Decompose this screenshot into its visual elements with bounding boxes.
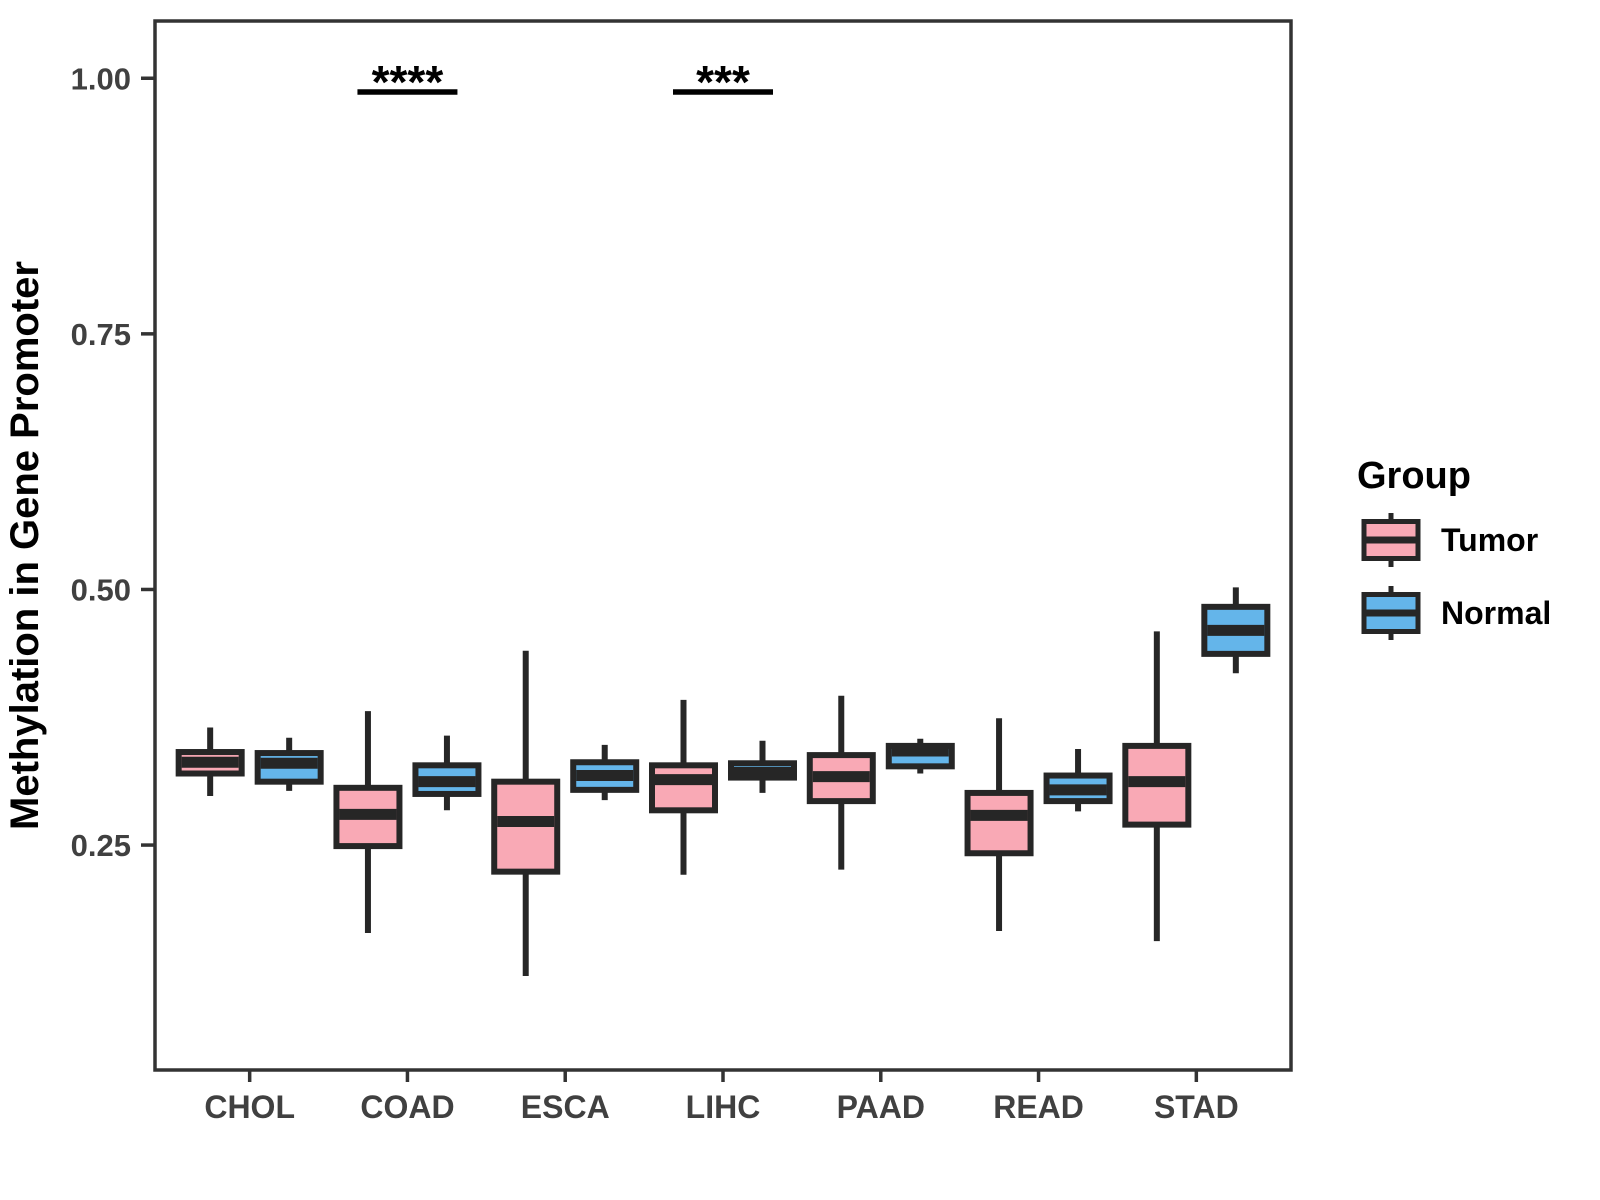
box-tumor-ESCA bbox=[491, 650, 561, 976]
box-normal-PAAD bbox=[885, 738, 955, 774]
legend-label-normal: Normal bbox=[1441, 595, 1551, 631]
significance-LIHC: *** bbox=[673, 56, 773, 108]
iqr-box bbox=[1122, 742, 1192, 828]
x-tick-label-CHOL: CHOL bbox=[204, 1089, 295, 1125]
significance-COAD: **** bbox=[357, 56, 458, 108]
boxplot-key-icon bbox=[1361, 586, 1421, 640]
box-tumor-CHOL bbox=[175, 727, 245, 796]
legend-title: Group bbox=[1357, 455, 1471, 497]
x-tick-label-PAAD: PAAD bbox=[837, 1089, 925, 1125]
x-tick-label-READ: READ bbox=[993, 1089, 1084, 1125]
x-tick-label-ESCA: ESCA bbox=[521, 1089, 610, 1125]
significance-stars: **** bbox=[372, 56, 444, 108]
box-normal-LIHC bbox=[728, 740, 797, 793]
box-tumor-COAD bbox=[333, 711, 403, 933]
x-tick-label-COAD: COAD bbox=[360, 1089, 454, 1125]
boxplot-key-icon bbox=[1361, 513, 1421, 567]
box-tumor-STAD bbox=[1122, 631, 1192, 942]
y-tick-label-0.75: 0.75 bbox=[71, 317, 131, 352]
legend: Group Tumor Normal bbox=[1357, 455, 1551, 640]
box-normal-READ bbox=[1043, 748, 1113, 812]
box-tumor-LIHC bbox=[649, 699, 718, 875]
box-tumor-READ bbox=[964, 718, 1034, 931]
box-normal-COAD bbox=[412, 735, 482, 811]
y-tick-label-1.00: 1.00 bbox=[71, 61, 131, 96]
x-tick-label-STAD: STAD bbox=[1154, 1089, 1239, 1125]
iqr-box bbox=[649, 762, 718, 814]
y-axis-title: Methylation in Gene Promoter bbox=[3, 261, 47, 830]
significance-stars: *** bbox=[696, 56, 750, 108]
iqr-box bbox=[964, 789, 1034, 857]
legend-entry-normal: Normal bbox=[1361, 586, 1551, 640]
y-tick-label-0.50: 0.50 bbox=[71, 572, 131, 607]
legend-entry-tumor: Tumor bbox=[1361, 513, 1538, 567]
legend-label-tumor: Tumor bbox=[1441, 522, 1538, 558]
box-normal-ESCA bbox=[570, 744, 640, 801]
box-normal-CHOL bbox=[254, 737, 324, 791]
box-normal-STAD bbox=[1201, 587, 1271, 674]
x-tick-label-LIHC: LIHC bbox=[686, 1089, 761, 1125]
box-tumor-PAAD bbox=[806, 695, 876, 870]
y-tick-label-0.25: 0.25 bbox=[71, 828, 131, 863]
panel-border bbox=[153, 19, 1293, 1072]
